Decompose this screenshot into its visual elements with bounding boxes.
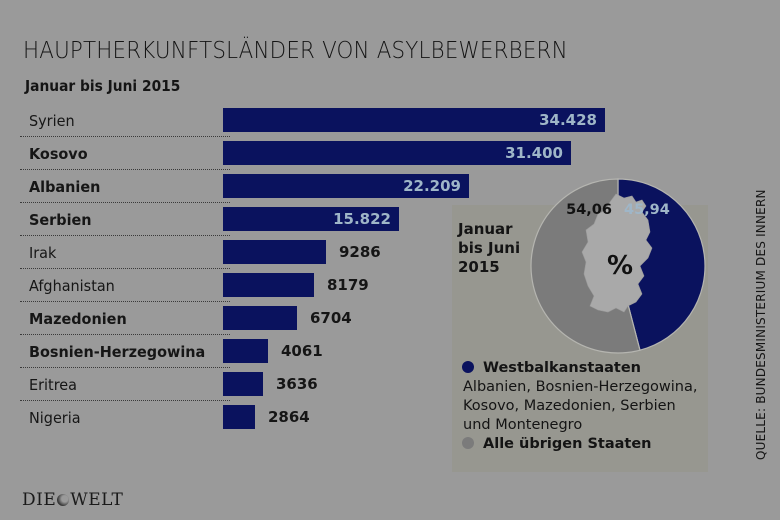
bar <box>223 174 469 198</box>
bar-row: Mazedonien 6704 <box>0 302 780 335</box>
category-label: Syrien <box>29 112 75 130</box>
bar-row: Kosovo 31.400 <box>0 137 780 170</box>
category-label: Eritrea <box>29 376 78 394</box>
chart-title: HAUPTHERKUNFTSLÄNDER VON ASYLBEWERBERN <box>23 38 568 64</box>
pie-date-line: bis Juni <box>458 239 521 257</box>
pie-panel-date: Januar bis Juni 2015 <box>458 220 520 277</box>
legend-item-westbalkan: Westbalkanstaaten <box>462 359 712 378</box>
category-label: Bosnien-Herzegowina <box>29 343 206 361</box>
bar <box>223 372 263 396</box>
legend-dot-westbalkan-icon <box>462 361 474 373</box>
legend-label: Westbalkanstaaten <box>483 360 641 376</box>
bar-row: Eritrea 3636 <box>0 368 780 401</box>
value-label: 6704 <box>310 309 352 327</box>
bar-row: Bosnien-Herzegowina 4061 <box>0 335 780 368</box>
pie-chart: % 45,94 54,06 <box>530 178 706 354</box>
bar <box>223 306 297 330</box>
bar <box>223 108 605 132</box>
value-label: 34.428 <box>539 111 597 129</box>
legend-item-others: Alle übrigen Staaten <box>462 435 712 454</box>
bar-row: Afghanistan 8179 <box>0 269 780 302</box>
germany-map-icon <box>581 193 653 313</box>
category-label: Albanien <box>29 178 101 196</box>
value-label: 15.822 <box>333 210 391 228</box>
bar-row: Nigeria 2864 <box>0 401 780 434</box>
pie-legend: Westbalkanstaaten Albanien, Bosnien-Herz… <box>462 359 712 454</box>
value-label: 3636 <box>276 375 318 393</box>
row-divider <box>20 367 230 368</box>
legend-description-line: und Montenegro <box>463 417 583 433</box>
value-label: 31.400 <box>505 144 563 162</box>
category-label: Serbien <box>29 211 92 229</box>
bar <box>223 207 399 231</box>
row-divider <box>20 301 230 302</box>
row-divider <box>20 334 230 335</box>
legend-description-line: Kosovo, Mazedonien, Serbien <box>463 398 676 414</box>
pie-date-line: Januar <box>458 220 513 238</box>
logo-text-right: WELT <box>70 490 124 510</box>
bar <box>223 273 314 297</box>
bar-row: Albanien 22.209 <box>0 170 780 203</box>
row-divider <box>20 400 230 401</box>
die-welt-logo: DIE WELT <box>22 490 123 510</box>
pie-center-label: % <box>607 251 633 281</box>
category-label: Nigeria <box>29 409 81 427</box>
legend-dot-others-icon <box>462 437 474 449</box>
category-label: Mazedonien <box>29 310 127 328</box>
bar-row: Syrien 34.428 <box>0 104 780 137</box>
pie-label-westbalkan: 45,94 <box>624 202 670 218</box>
bar-row: Irak 9286 <box>0 236 780 269</box>
bar-row: Serbien 15.822 <box>0 203 780 236</box>
chart-subtitle: Januar bis Juni 2015 <box>25 77 181 95</box>
legend-description-line: Albanien, Bosnien-Herzegowina, <box>463 379 698 395</box>
bar <box>223 339 268 363</box>
legend-label: Alle übrigen Staaten <box>483 436 652 452</box>
category-label: Afghanistan <box>29 277 115 295</box>
value-label: 2864 <box>268 408 310 426</box>
row-divider <box>20 136 230 137</box>
globe-icon <box>57 494 70 506</box>
pie-label-others: 54,06 <box>566 202 612 218</box>
pie-date-line: 2015 <box>458 258 500 276</box>
row-divider <box>20 268 230 269</box>
logo-text-left: DIE <box>22 490 57 510</box>
category-label: Irak <box>29 244 57 262</box>
value-label: 4061 <box>281 342 323 360</box>
legend-description: Albanien, Bosnien-Herzegowina, Kosovo, M… <box>462 378 712 435</box>
row-divider <box>20 202 230 203</box>
row-divider <box>20 169 230 170</box>
category-label: Kosovo <box>29 145 88 163</box>
source-note: QUELLE: BUNDESMINISTERIUM DES INNERN <box>754 189 768 460</box>
value-label: 9286 <box>339 243 381 261</box>
bar <box>223 240 326 264</box>
value-label: 8179 <box>327 276 369 294</box>
row-divider <box>20 235 230 236</box>
bar <box>223 405 255 429</box>
value-label: 22.209 <box>403 177 461 195</box>
bar <box>223 141 571 165</box>
